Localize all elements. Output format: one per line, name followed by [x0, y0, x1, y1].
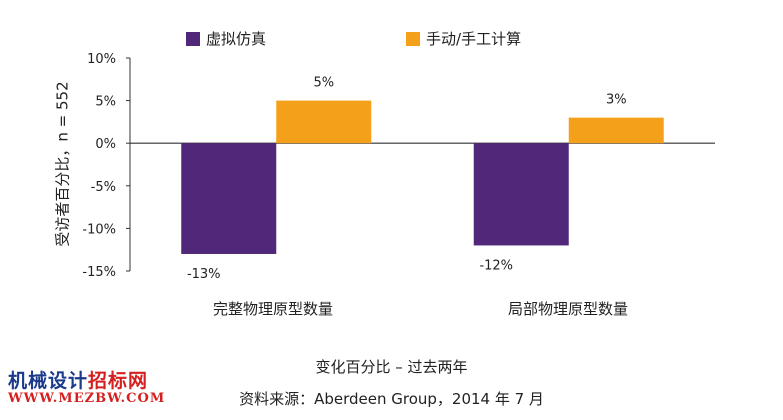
watermark-logo: 机械设计招标网 WWW.MEZBW.COM — [8, 370, 166, 406]
category-label-partial-prototype: 局部物理原型数量 — [507, 300, 629, 318]
data-label: 5% — [313, 76, 334, 91]
legend-item-manual-calculation: 手动/手工计算 — [406, 28, 521, 49]
y-tick-label: 0% — [95, 137, 116, 152]
y-tick-label: -15% — [82, 265, 116, 280]
y-tick-label: 5% — [95, 95, 116, 110]
data-label: 3% — [606, 93, 627, 108]
watermark-text-b: 招标网 — [88, 370, 149, 392]
legend-label: 手动/手工计算 — [426, 30, 522, 48]
bar — [568, 117, 664, 144]
bar — [276, 100, 372, 144]
legend-swatch-orange — [406, 31, 421, 46]
category-label-full-prototype: 完整物理原型数量 — [212, 300, 334, 318]
y-tick-label: -5% — [91, 180, 116, 195]
y-tick-label: -10% — [82, 222, 116, 237]
x-axis-title: 变化百分比 – 过去两年 — [315, 358, 468, 376]
watermark-text-a: 机械设计 — [8, 370, 89, 392]
source-note: 资料来源：Aberdeen Group，2014 年 7 月 — [239, 390, 544, 408]
bar — [473, 143, 569, 246]
watermark-url: WWW.MEZBW.COM — [8, 390, 166, 406]
chart-legend: 虚拟仿真 手动/手工计算 — [186, 28, 521, 49]
legend-item-virtual-simulation: 虚拟仿真 — [186, 28, 266, 49]
legend-label: 虚拟仿真 — [206, 30, 267, 48]
bar — [181, 143, 277, 254]
y-tick-label: 10% — [87, 52, 116, 67]
legend-swatch-purple — [186, 31, 200, 46]
y-axis-title: 受访者百分比，n = 552 — [53, 81, 72, 247]
data-label: -12% — [479, 258, 513, 273]
data-label: -13% — [187, 267, 221, 282]
